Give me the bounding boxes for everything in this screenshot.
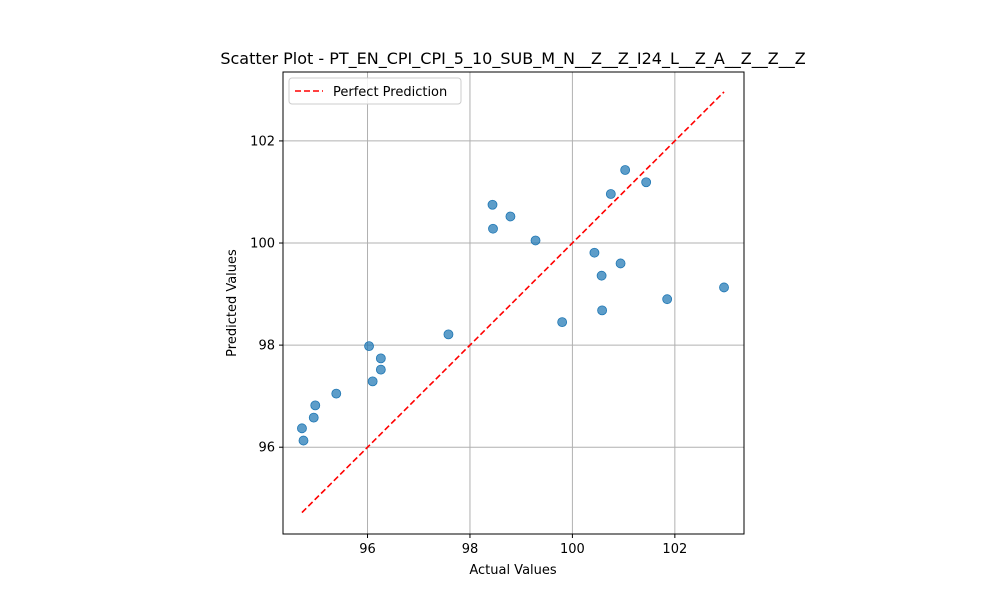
- y-tick-label: 96: [258, 441, 275, 456]
- y-tick-label: 102: [250, 134, 275, 149]
- y-tick-label: 100: [250, 237, 275, 252]
- legend: Perfect Prediction: [288, 77, 462, 105]
- scatter-point: [487, 199, 498, 210]
- x-tick-label: 102: [662, 542, 687, 557]
- x-tick-label: 98: [462, 542, 479, 557]
- scatter-point: [530, 235, 541, 246]
- scatter-point: [364, 341, 374, 352]
- x-tick-label: 96: [359, 542, 376, 557]
- scatter-point: [488, 223, 498, 234]
- scatter-point: [641, 177, 652, 188]
- chart-title: Scatter Plot - PT_EN_CPI_CPI_5_10_SUB_M_…: [220, 49, 805, 69]
- plot-frame: [282, 71, 745, 535]
- scatter-point: [308, 412, 319, 423]
- scatter-point: [615, 258, 626, 269]
- scatter-point: [719, 282, 729, 293]
- scatter-point: [589, 247, 600, 258]
- y-tick-label: 98: [258, 339, 275, 354]
- scatter-point: [505, 211, 516, 222]
- x-tick-label: 100: [560, 542, 585, 557]
- series-layer: [297, 91, 729, 514]
- scatter-point: [310, 400, 321, 411]
- scatter-point: [620, 165, 631, 175]
- scatter-point: [443, 329, 454, 340]
- x-axis-label: Actual Values: [469, 563, 557, 578]
- axis-ticks: 96 98 100 102 96 98 100 102: [250, 134, 687, 557]
- scatter-point: [375, 364, 386, 375]
- scatter-point: [367, 376, 378, 387]
- perfect-prediction-line: [301, 91, 725, 514]
- grid: [283, 72, 744, 534]
- scatter-point: [662, 294, 673, 305]
- scatter-point: [605, 189, 616, 199]
- legend-box: [288, 77, 462, 105]
- scatter-point: [298, 435, 309, 446]
- scatter-point: [597, 305, 608, 316]
- scatter-point: [331, 388, 342, 399]
- scatter-point: [557, 317, 568, 328]
- scatter-point: [596, 270, 607, 281]
- y-axis-label: Predicted Values: [225, 249, 240, 357]
- scatter-point: [297, 423, 307, 434]
- scatter-point: [375, 353, 386, 364]
- legend-label: Perfect Prediction: [333, 85, 447, 100]
